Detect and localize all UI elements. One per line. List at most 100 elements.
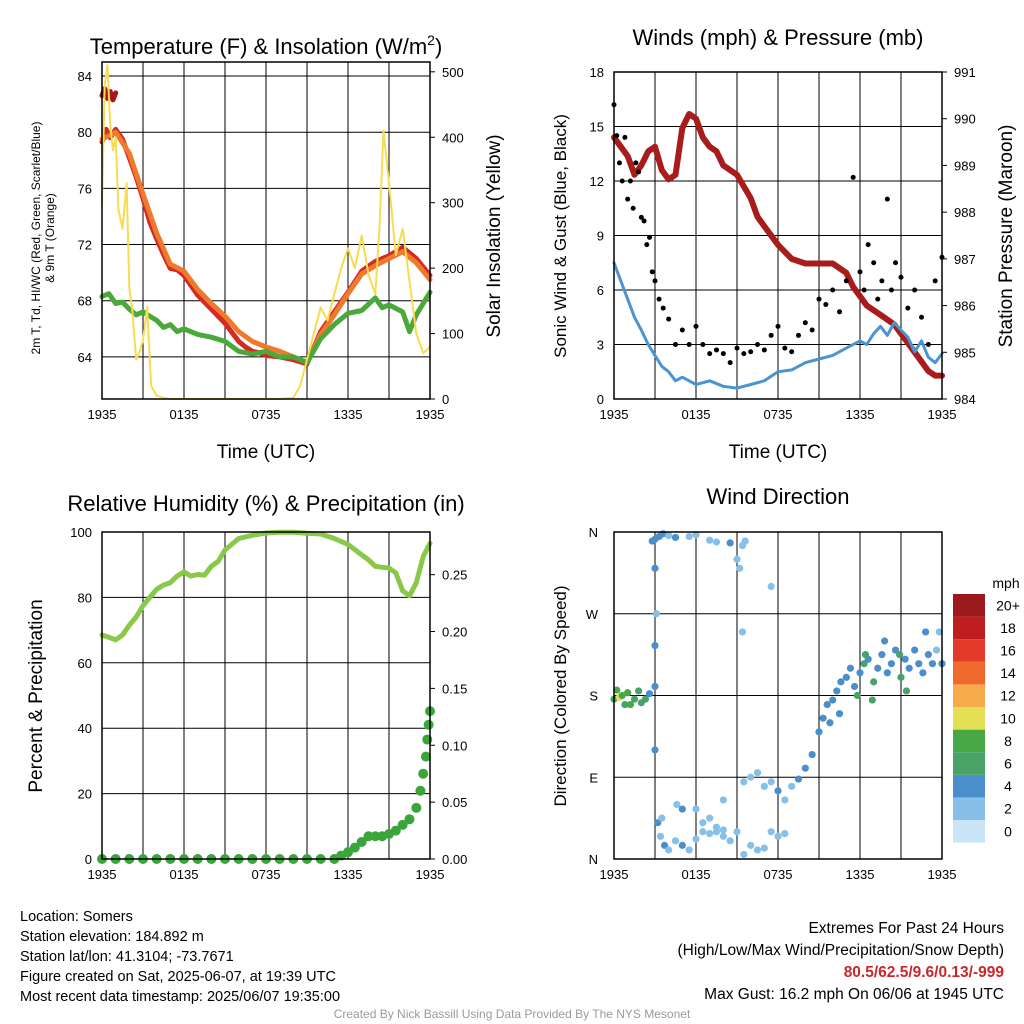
- y-tick-label: 76: [78, 181, 92, 196]
- data-point: [370, 831, 381, 842]
- y-tick-label: N: [589, 525, 598, 540]
- direction-point: [651, 564, 659, 572]
- direction-point: [935, 628, 943, 636]
- colorbar-label: 20+: [996, 597, 1020, 613]
- direction-point: [922, 628, 930, 636]
- y2-tick-label: 986: [954, 299, 976, 314]
- y-tick-label: 68: [78, 294, 92, 309]
- data-point: [865, 242, 871, 248]
- data-point: [816, 296, 822, 302]
- wind-xlabel: Time (UTC): [729, 442, 828, 463]
- y2-tick-label: 984: [954, 392, 976, 407]
- colorbar-label: 12: [1000, 688, 1016, 704]
- data-point: [857, 269, 863, 275]
- direction-point: [767, 828, 775, 836]
- data-point: [415, 785, 426, 796]
- direction-point: [726, 837, 734, 845]
- colorbar-swatch: [953, 729, 985, 753]
- y2-tick-label: 400: [442, 130, 464, 145]
- data-point: [861, 287, 867, 293]
- x-tick-label: 1335: [334, 407, 363, 422]
- direction-point: [826, 719, 834, 727]
- data-point: [616, 160, 622, 166]
- created-text: Figure created on Sat, 2025-06-07, at 19…: [20, 969, 336, 985]
- direction-point: [850, 682, 859, 691]
- direction-point: [719, 826, 727, 834]
- data-point: [919, 314, 924, 320]
- y-tick-label: 15: [590, 120, 604, 135]
- data-point: [420, 751, 431, 762]
- data-point: [622, 134, 628, 140]
- data-point: [734, 345, 740, 351]
- direction-point: [712, 828, 721, 836]
- direction-point: [618, 691, 626, 700]
- wind-panel: Winds (mph) & Pressure (mb) Sonic Wind &…: [551, 25, 1017, 463]
- direction-point: [626, 700, 635, 709]
- colorbar-swatch: [953, 684, 985, 707]
- data-point: [796, 332, 801, 338]
- direction-point: [928, 660, 937, 668]
- data-point: [397, 819, 408, 830]
- x-tick-label: 0735: [252, 407, 281, 422]
- direction-point: [635, 687, 643, 695]
- data-point: [633, 160, 639, 166]
- direction-point: [671, 837, 680, 845]
- data-point: [638, 214, 644, 220]
- y-tick-label: 64: [78, 350, 92, 365]
- x-tick-label: 0135: [170, 867, 199, 882]
- data-point: [641, 218, 647, 224]
- y-tick-label: 72: [78, 238, 92, 253]
- direction-point: [651, 641, 659, 650]
- direction-point: [853, 691, 861, 700]
- x-tick-label: 0735: [252, 867, 281, 882]
- y2-tick-label: 985: [954, 345, 976, 360]
- data-point: [888, 287, 894, 293]
- data-point: [843, 278, 849, 284]
- temperature-y2label: Solar Insolation (Yellow): [484, 134, 505, 337]
- data-point: [755, 342, 760, 347]
- y-tick-label: 12: [590, 174, 604, 189]
- direction-point: [874, 664, 882, 672]
- direction-point: [706, 536, 714, 544]
- data-point: [619, 178, 625, 184]
- colorbar-label: 8: [1004, 733, 1012, 749]
- data-point: [720, 351, 726, 357]
- data-point: [644, 242, 650, 248]
- data-point: [707, 351, 713, 357]
- wind-title: Winds (mph) & Pressure (mb): [633, 25, 924, 50]
- data-point: [656, 296, 662, 302]
- direction-point: [733, 828, 741, 836]
- x-tick-label: 1335: [334, 867, 363, 882]
- y2-tick-label: 0.25: [442, 568, 467, 583]
- direction-point: [692, 805, 700, 813]
- data-point: [390, 825, 401, 836]
- direction-point: [747, 773, 755, 781]
- direction-point: [706, 814, 714, 822]
- data-point: [630, 205, 636, 211]
- colorbar-swatch: [953, 639, 985, 662]
- x-tick-label: 0735: [764, 407, 793, 422]
- data-point: [649, 269, 655, 275]
- colorbar-label: 16: [1000, 643, 1016, 659]
- direction-point: [919, 669, 927, 677]
- direction-point: [699, 819, 707, 827]
- data-point: [423, 719, 434, 730]
- data-point: [837, 309, 842, 315]
- data-point: [925, 342, 931, 347]
- y-tick-label: N: [589, 852, 598, 867]
- direction-point: [774, 832, 782, 840]
- direction-point: [868, 696, 876, 704]
- y2-tick-label: 0.05: [442, 795, 467, 810]
- direction-point: [753, 846, 762, 854]
- extremes-title: Extremes For Past 24 Hours: [808, 920, 1004, 937]
- x-tick-label: 1935: [928, 407, 957, 422]
- data-point: [700, 342, 706, 347]
- direction-point: [829, 696, 837, 704]
- y2-tick-label: 0.00: [442, 852, 467, 867]
- direction-point: [692, 835, 700, 843]
- y2-tick-label: 0.15: [442, 681, 467, 696]
- direction-point: [760, 844, 768, 852]
- data-point: [789, 349, 795, 355]
- direction-point: [658, 814, 666, 822]
- data-point: [614, 133, 620, 139]
